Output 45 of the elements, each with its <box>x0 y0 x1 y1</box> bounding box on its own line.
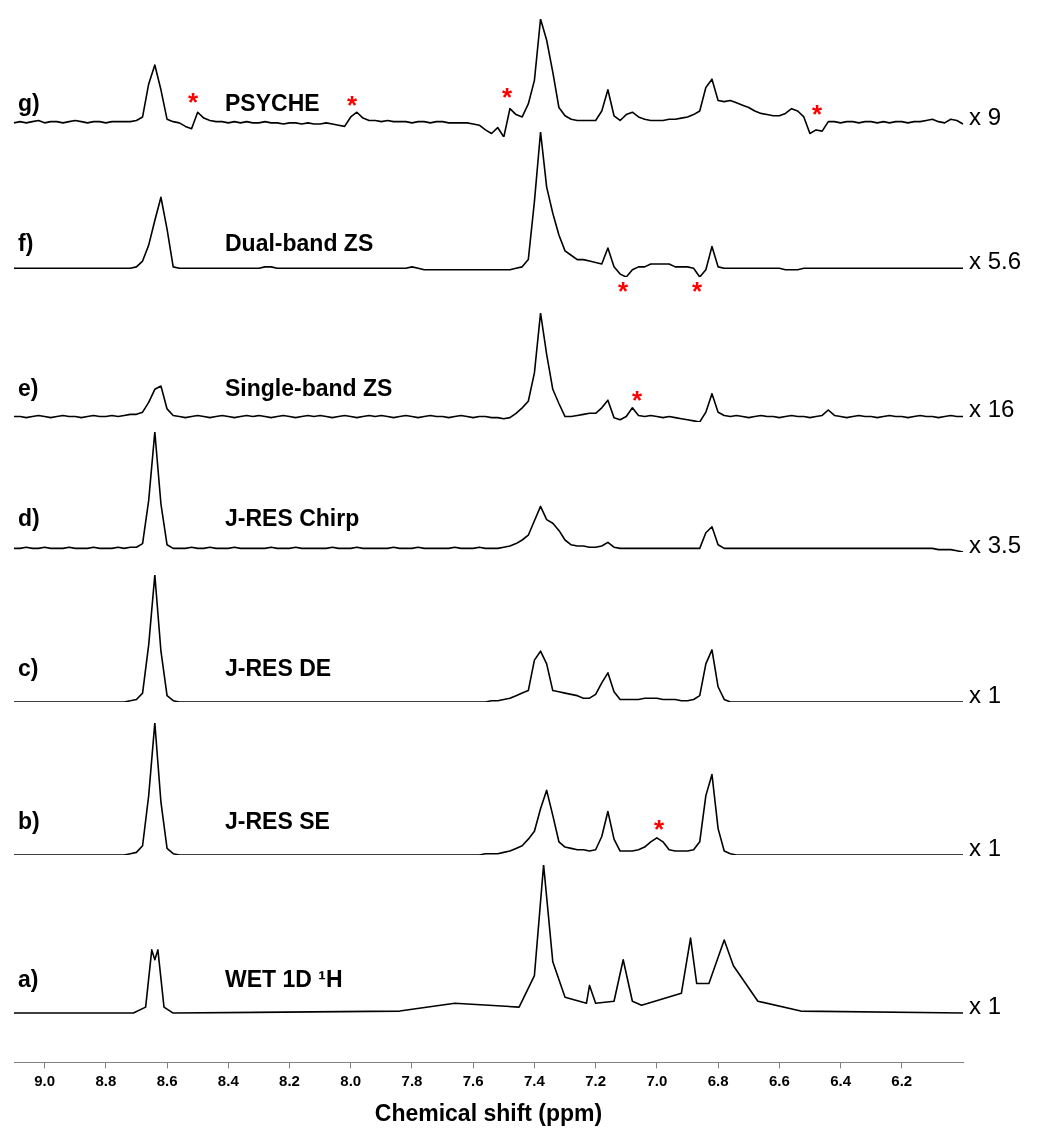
annotation: * <box>346 90 358 121</box>
x-tick-label: 7.4 <box>523 1071 546 1089</box>
text: PSYCHE <box>225 90 320 117</box>
text: x 5.6 <box>969 246 1022 274</box>
annotation: f) <box>18 230 34 257</box>
text: x 16 <box>969 395 1015 423</box>
annotation: * <box>653 814 665 845</box>
annotation: c) <box>18 655 39 682</box>
annotation: * <box>501 82 513 113</box>
text: Single-band ZS <box>225 375 393 402</box>
annotation: d) <box>18 505 40 532</box>
annotation: * <box>691 276 703 307</box>
annotation: * <box>187 87 199 118</box>
text: J-RES DE <box>225 655 332 682</box>
annotation: b) <box>18 808 40 835</box>
x-tick-label: 6.8 <box>707 1071 729 1089</box>
text: x 1 <box>969 833 1002 861</box>
annotation: * <box>617 276 629 307</box>
x-tick-label: 9.0 <box>34 1071 56 1089</box>
text: x 3.5 <box>969 530 1022 558</box>
x-tick-label: 8.0 <box>340 1071 362 1089</box>
x-tick-label: 8.8 <box>95 1071 117 1089</box>
annotation: a) <box>18 966 39 993</box>
text: WET 1D ¹H <box>225 966 343 993</box>
x-tick-label: 6.4 <box>830 1071 852 1089</box>
x-tick-label: 8.4 <box>217 1071 240 1089</box>
annotation: * <box>631 385 643 416</box>
text: J-RES Chirp <box>225 505 360 532</box>
text: x 1 <box>969 680 1002 708</box>
x-tick-label: 7.2 <box>585 1071 607 1089</box>
x-axis-title: Chemical shift (ppm) <box>374 1099 603 1126</box>
x-tick-label: 6.6 <box>768 1071 790 1089</box>
x-tick-label: 6.2 <box>891 1071 913 1089</box>
annotation: * <box>811 99 823 130</box>
text: Dual-band ZS <box>225 230 374 257</box>
text: x 1 <box>969 991 1002 1019</box>
x-tick-label: 7.6 <box>462 1071 484 1089</box>
x-tick-label: 7.8 <box>401 1071 423 1089</box>
annotation: g) <box>18 90 40 117</box>
text: J-RES SE <box>225 808 330 835</box>
annotation: e) <box>18 375 39 402</box>
text: x 9 <box>969 102 1002 130</box>
x-tick-label: 7.0 <box>646 1071 668 1089</box>
x-tick-label: 8.6 <box>156 1071 178 1089</box>
x-tick-label: 8.2 <box>279 1071 300 1089</box>
